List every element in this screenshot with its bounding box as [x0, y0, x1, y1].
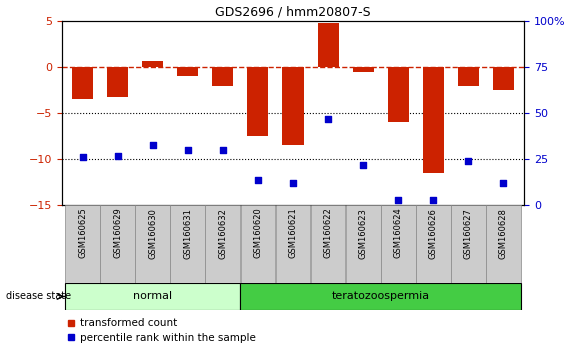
Text: normal: normal: [133, 291, 172, 302]
Bar: [72, 67, 93, 99]
Text: GSM160632: GSM160632: [219, 208, 227, 258]
Point: [113, 153, 122, 159]
Text: GSM160622: GSM160622: [323, 208, 333, 258]
Point: [183, 147, 192, 153]
Text: GSM160620: GSM160620: [253, 208, 263, 258]
Bar: [212, 67, 233, 86]
Point: [218, 147, 227, 153]
Point: [78, 155, 87, 160]
Bar: [486, 205, 521, 283]
Point: [394, 197, 403, 202]
Point: [288, 181, 298, 186]
Bar: [240, 283, 521, 310]
Bar: [353, 67, 374, 72]
Text: GSM160624: GSM160624: [394, 208, 403, 258]
Text: GSM160627: GSM160627: [464, 208, 473, 258]
Bar: [206, 205, 240, 283]
Text: GSM160628: GSM160628: [499, 208, 508, 258]
Bar: [241, 205, 275, 283]
Text: GSM160621: GSM160621: [288, 208, 298, 258]
Bar: [458, 67, 479, 86]
Bar: [247, 67, 268, 136]
Bar: [107, 67, 128, 97]
Bar: [135, 205, 170, 283]
Bar: [388, 67, 409, 122]
Bar: [493, 67, 514, 90]
Bar: [142, 61, 163, 67]
Bar: [381, 205, 415, 283]
Point: [464, 158, 473, 164]
Bar: [282, 67, 304, 145]
Bar: [346, 205, 380, 283]
Bar: [65, 283, 240, 310]
Text: teratozoospermia: teratozoospermia: [332, 291, 430, 302]
Text: GSM160629: GSM160629: [113, 208, 122, 258]
Point: [499, 181, 508, 186]
Bar: [171, 205, 205, 283]
Text: GSM160630: GSM160630: [148, 208, 157, 258]
Point: [323, 116, 333, 122]
Bar: [100, 205, 135, 283]
Bar: [65, 205, 100, 283]
Text: GSM160631: GSM160631: [183, 208, 192, 258]
Text: disease state: disease state: [6, 291, 71, 302]
Point: [428, 197, 438, 202]
Bar: [416, 205, 451, 283]
Text: GSM160626: GSM160626: [429, 208, 438, 258]
Bar: [451, 205, 486, 283]
Text: GSM160623: GSM160623: [359, 208, 367, 258]
Bar: [423, 67, 444, 173]
Bar: [311, 205, 345, 283]
Text: GSM160625: GSM160625: [78, 208, 87, 258]
Legend: transformed count, percentile rank within the sample: transformed count, percentile rank withi…: [67, 319, 256, 343]
Bar: [178, 67, 198, 76]
Point: [148, 142, 158, 147]
Title: GDS2696 / hmm20807-S: GDS2696 / hmm20807-S: [215, 6, 371, 19]
Bar: [275, 205, 311, 283]
Point: [253, 177, 263, 182]
Bar: [318, 23, 339, 67]
Point: [359, 162, 368, 168]
